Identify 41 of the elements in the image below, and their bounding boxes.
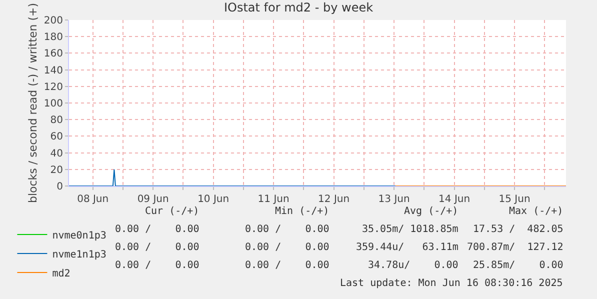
x-tick-label: 15 Jun (498, 194, 530, 205)
text: Cur (-/+) (145, 206, 200, 217)
x-tick-label: 14 Jun (438, 194, 470, 205)
y-tick-label: 80 (50, 115, 63, 126)
y-tick-label: 200 (44, 16, 63, 26)
text: Min (-/+) (275, 206, 330, 217)
text: 0.00 / 0.00 (245, 224, 330, 235)
text: 0.00 / 0.00 (245, 242, 330, 253)
y-tick-label: 60 (50, 132, 63, 143)
y-axis-title: blocks / second read (-) / written (+) (26, 2, 40, 204)
text: 0.00 / 0.00 (115, 224, 200, 235)
y-tick-label: 180 (44, 32, 63, 44)
y-tick-label: 160 (44, 48, 63, 60)
y-tick-label: 100 (44, 98, 63, 110)
y-tick-label: 140 (44, 65, 63, 76)
text: 0.00 / 0.00 (115, 242, 200, 253)
text: 17.53 / 482.05 (473, 224, 564, 235)
y-tick-label: 120 (44, 82, 63, 93)
text: 35.05m/ 1018.85m (362, 224, 458, 235)
y-tick-label: 0 (56, 182, 63, 192)
chart-title: IOstat for md2 - by week (224, 0, 374, 14)
x-tick-label: 08 Jun (77, 194, 109, 205)
text: 359.44u/ 63.11m (356, 242, 458, 253)
x-tick-label: 10 Jun (198, 194, 230, 205)
text: Avg (-/+) (404, 206, 458, 217)
x-tick-label: 13 Jun (378, 194, 410, 205)
text: 0.00 / 0.00 (245, 260, 330, 271)
text: 25.85m/ 0.00 (473, 260, 564, 271)
text: Last update: Mon Jun 16 08:30:16 2025 (340, 278, 563, 289)
x-tick-label: 11 Jun (258, 194, 290, 205)
text: 700.87m/ 127.12 (467, 242, 564, 253)
y-tick-label: 40 (50, 148, 63, 160)
legend-label: nvme0n1p3 (52, 230, 106, 242)
x-tick-label: 09 Jun (137, 194, 169, 205)
legend-label: md2 (52, 268, 70, 280)
text: Max (-/+) (509, 206, 564, 217)
y-tick-label: 20 (50, 164, 63, 176)
legend-label: nvme1n1p3 (52, 249, 106, 260)
text: 34.78u/ 0.00 (368, 260, 458, 271)
x-tick-label: 12 Jun (318, 194, 350, 205)
text: 0.00 / 0.00 (115, 260, 200, 271)
